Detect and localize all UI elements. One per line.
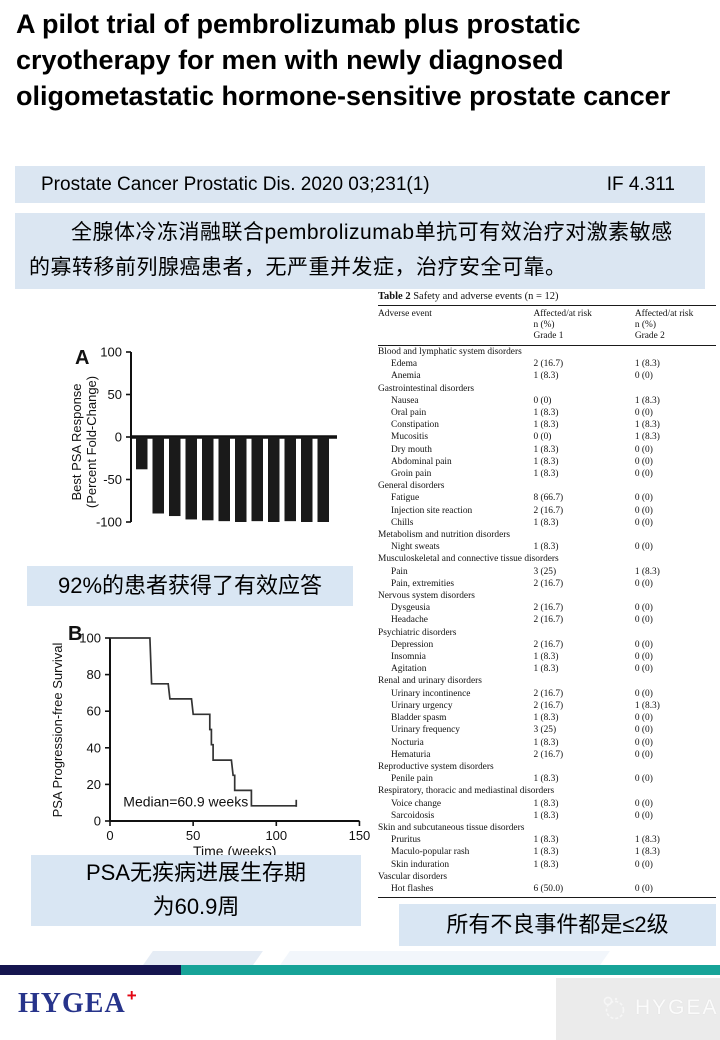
table-row: Reproductive system disorders [378,761,494,772]
svg-text:0: 0 [106,828,113,843]
watermark-logo-icon [603,996,625,1020]
table-row: Chills 1 (8.3) 0 (0) [391,517,653,528]
table-row: Depression 2 (16.7) 0 (0) [391,639,653,650]
footer-navy-bar [0,965,181,975]
table-row: Edema 2 (16.7) 1 (8.3) [391,359,660,370]
safety-highlight: 所有不良事件都是≤2级 [399,904,716,946]
pfs-highlight-line1: PSA无疾病进展生存期 [85,860,307,885]
journal-banner: Prostate Cancer Prostatic Dis. 2020 03;2… [15,166,705,203]
footer-teal-bar [181,965,720,975]
svg-text:40: 40 [87,740,101,755]
table-row: Nocturia 1 (8.3) 0 (0) [391,737,653,748]
table-row: Urinary urgency 2 (16.7) 1 (8.3) [391,700,660,711]
svg-text:-100: -100 [96,515,122,530]
footer-decoration [280,951,610,965]
watermark: HYGEA [600,994,719,1022]
hygea-logo-text: HYGEA [18,988,126,1019]
table-row: Urinary frequency 3 (25) 0 (0) [391,725,653,736]
footer-decoration [143,951,263,965]
table-row: Penile pain 1 (8.3) 0 (0) [391,774,653,785]
table-row: Hematuria 2 (16.7) 0 (0) [391,749,653,760]
table-row: Mucositis 0 (0) 1 (8.3) [391,432,660,443]
table-row: Voice change 1 (8.3) 0 (0) [391,798,653,809]
table-row: Constipation 1 (8.3) 1 (8.3) [391,420,660,431]
table-row: Pain, extremities 2 (16.7) 0 (0) [391,578,653,589]
pfs-highlight-line2: 为60.9周 [152,894,240,919]
table-row: Injection site reaction 2 (16.7) 0 (0) [391,505,653,516]
watermark-background [556,978,720,1040]
table-row: Bladder spasm 1 (8.3) 0 (0) [391,713,653,724]
svg-text:0: 0 [115,430,122,445]
svg-text:0: 0 [94,814,101,829]
table-row: Anemia 1 (8.3) 0 (0) [391,371,653,382]
svg-text:50: 50 [186,828,200,843]
table-row: Abdominal pain 1 (8.3) 0 (0) [391,456,653,467]
table-title: Table 2 Safety and adverse events (n = 1… [378,291,716,302]
table-row: Maculo-popular rash 1 (8.3) 1 (8.3) [391,847,660,858]
table-title-text: Safety and adverse events (n = 12) [410,291,559,302]
table-title-label: Table 2 [378,291,411,302]
table-row: Dysgeusia 2 (16.7) 0 (0) [391,603,653,614]
svg-text:PSA Progression-free Survival: PSA Progression-free Survival [50,642,65,817]
svg-text:100: 100 [79,631,101,646]
logo-plus-icon: + [126,986,138,1005]
svg-text:20: 20 [87,777,101,792]
table-row: Skin and subcutaneous tissue disorders [378,822,525,833]
svg-text:50: 50 [108,387,122,402]
adverse-events-table: Table 2 Safety and adverse events (n = 1… [378,291,716,899]
table-row: Respiratory, thoracic and mediastinal di… [378,786,555,797]
table-row: Agitation 1 (8.3) 0 (0) [391,664,653,675]
table-row: Musculoskeletal and connective tissue di… [378,554,559,565]
table-row: Pruritus 1 (8.3) 1 (8.3) [391,835,660,846]
svg-text:Median=60.9 weeks: Median=60.9 weeks [123,794,248,810]
table-row: Hot flashes 6 (50.0) 0 (0) [378,882,716,899]
table-row: General disorders [378,481,445,492]
table-row: Urinary incontinence 2 (16.7) 0 (0) [391,688,653,699]
summary-banner: 全腺体冷冻消融联合pembrolizumab单抗可有效治疗对激素敏感的寡转移前列… [15,213,705,289]
table-row: Metabolism and nutrition disorders [378,530,511,541]
svg-text:Best PSA Response: Best PSA Response [69,383,84,500]
table-row: Insomnia 1 (8.3) 0 (0) [391,652,653,663]
svg-text:100: 100 [100,345,122,360]
table-row: Dry mouth 1 (8.3) 0 (0) [391,444,653,455]
watermark-text: HYGEA [635,996,719,1019]
table-row: Nervous system disorders [378,591,475,602]
table-row: Headache 2 (16.7) 0 (0) [391,615,653,626]
journal-citation: Prostate Cancer Prostatic Dis. 2020 03;2… [41,173,430,195]
table-row: Oral pain 1 (8.3) 0 (0) [391,408,653,419]
table-row: Fatigue 8 (66.7) 0 (0) [391,493,653,504]
table-row: Nausea 0 (0) 1 (8.3) [391,395,660,406]
impact-factor: IF 4.311 [606,173,675,195]
header-adverse-event: Adverse event [378,305,534,346]
adverse-events-tbody: Blood and lymphatic system disorders Edem… [378,346,716,899]
waterfall-chart: A Best PSA Response (Percent Fold-Change) 1… [69,345,337,530]
table-row: Pain 3 (25) 1 (8.3) [391,566,660,577]
svg-text:-50: -50 [103,472,122,487]
pfs-highlight: PSA无疾病进展生存期 为60.9周 [31,855,361,926]
page-title: A pilot trial of pembrolizumab plus pros… [16,9,671,111]
hygea-logo: HYGEA+ [18,986,138,1020]
svg-text:100: 100 [265,828,287,843]
svg-text:A: A [75,347,89,369]
svg-text:B: B [68,623,82,645]
table-row: Sarcoidosis 1 (8.3) 0 (0) [391,810,653,821]
table-row: Gastrointestinal disorders [378,383,475,394]
table-header: Adverse event Affected/at risk n (%) Gra… [378,305,716,346]
table-row: Skin induration 1 (8.3) 0 (0) [391,859,653,870]
table-row: Night sweats 1 (8.3) 0 (0) [391,542,653,553]
table-row: Blood and lymphatic system disorders [378,347,522,357]
svg-text:(Percent Fold-Change): (Percent Fold-Change) [84,376,99,508]
table-row: Psychiatric disorders [378,627,457,638]
svg-text:80: 80 [87,667,101,682]
svg-text:150: 150 [349,828,371,843]
header-grade1: Affected/at risk n (%) Grade 1 [533,305,635,346]
header-grade2: Affected/at risk n (%) Grade 2 [634,305,716,346]
response-highlight: 92%的患者获得了有效应答 [27,566,353,606]
svg-text:60: 60 [87,704,101,719]
table-row: Vascular disorders [378,871,447,882]
table-row: Renal and urinary disorders [378,676,482,687]
table-row: Groin pain 1 (8.3) 0 (0) [391,469,653,480]
